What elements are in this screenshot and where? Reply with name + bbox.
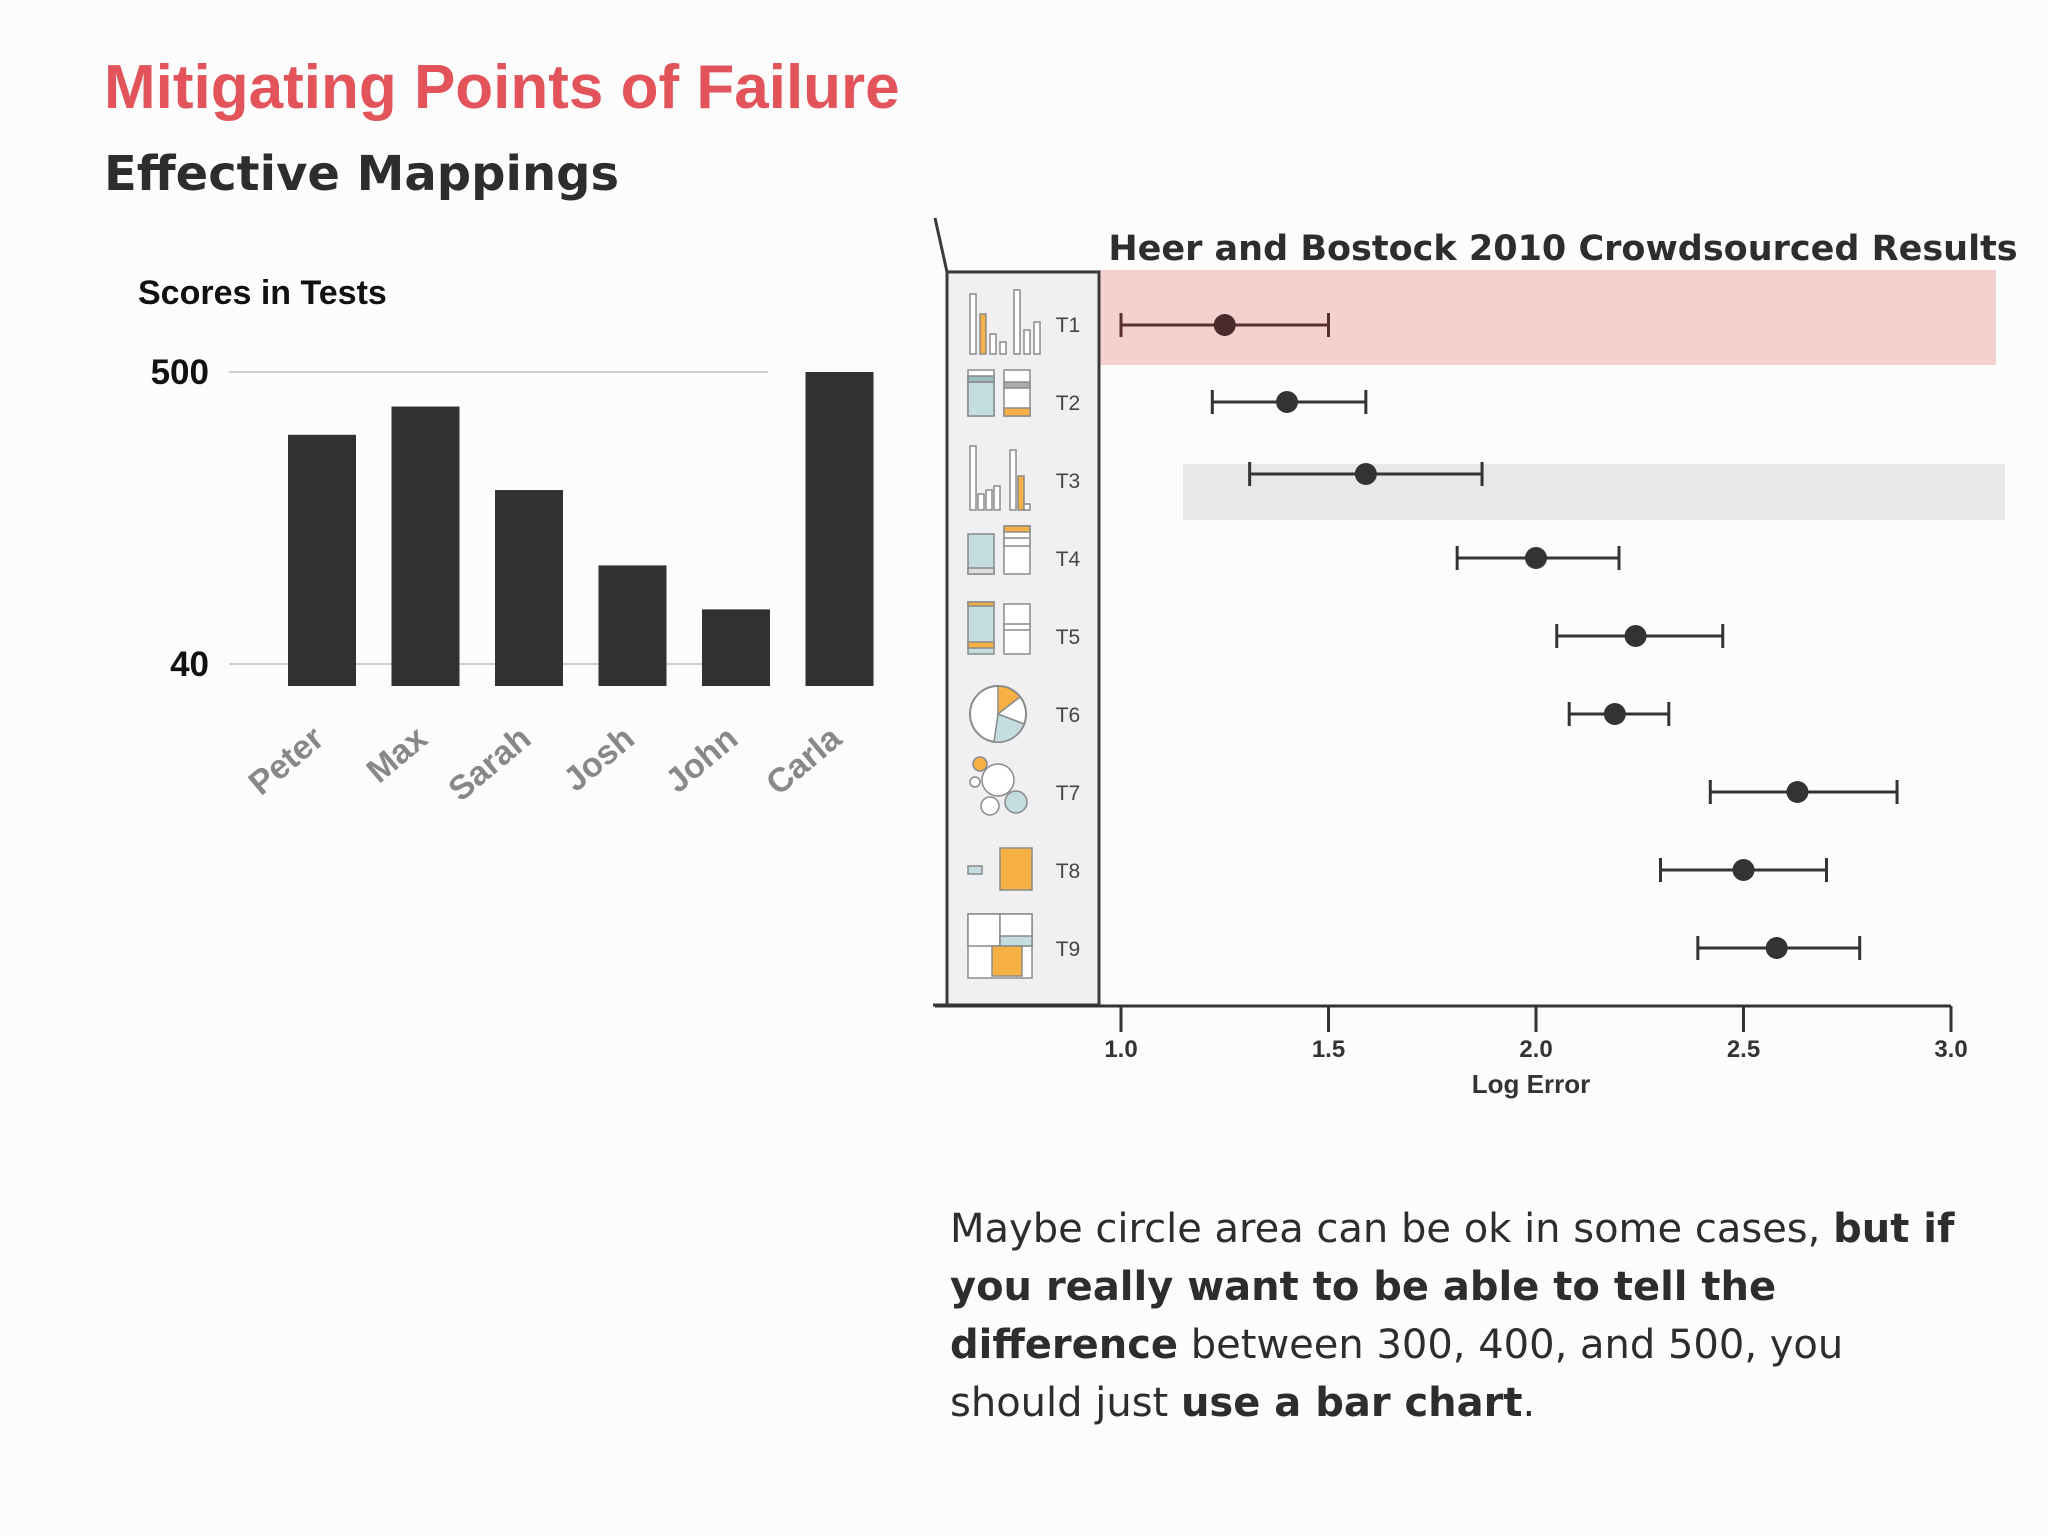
- bar-y-ticks: 500 40: [151, 353, 209, 684]
- row-label: T7: [1056, 782, 1081, 805]
- highlight-T3: [1183, 464, 2005, 520]
- caption-bold-1: but if you really want to be able to tel…: [950, 1206, 1955, 1368]
- mean-point: [1354, 463, 1377, 485]
- bar-josh: [598, 565, 667, 686]
- row-label: T9: [1056, 938, 1081, 961]
- x-axis: 1.0 1.5 2.0 2.5 3.0: [935, 1004, 1968, 1063]
- bar-john: [702, 609, 770, 686]
- chart-type-icons: [967, 289, 1041, 979]
- row-label: T6: [1056, 704, 1081, 727]
- stacked-bar-icon: [967, 369, 1031, 417]
- row-T3: T3: [1056, 462, 1484, 493]
- bubble-teal: [1004, 790, 1028, 814]
- mean-point: [1765, 937, 1788, 959]
- y-tick-label: 500: [151, 353, 209, 392]
- slide-title: Mitigating Points of Failure: [104, 53, 900, 122]
- row-label: T4: [1056, 548, 1081, 571]
- crowdsourced-results-chart: Heer and Bostock 2010 Crowdsourced Resul…: [933, 217, 2018, 1099]
- bar-chart-title: Scores in Tests: [138, 274, 387, 312]
- y-tick-label: 40: [170, 645, 209, 684]
- eb-chart-title: Heer and Bostock 2010 Crowdsourced Resul…: [1108, 229, 2017, 269]
- slide-subtitle: Effective Mappings: [104, 146, 620, 202]
- stacked-bar-icon-2: [967, 525, 1031, 575]
- row-T7: T7: [1056, 780, 1899, 805]
- x-tick-label: 3.0: [1934, 1036, 1967, 1063]
- bar-chart-icon: [969, 289, 1041, 355]
- x-axis-label: Log Error: [1472, 1069, 1590, 1099]
- caption-text: Maybe circle area can be ok in some case…: [950, 1200, 1970, 1432]
- error-bar-rows: T1 T2 T3 T4 T5 T6 T7 T8 T9: [1056, 313, 1899, 961]
- bar-max: [391, 406, 460, 686]
- row-T6: T6: [1056, 702, 1671, 727]
- highlight-T1: [947, 270, 1996, 365]
- row-T8: T8: [1056, 858, 1828, 883]
- row-T2: T2: [1056, 390, 1368, 415]
- mean-point: [1276, 391, 1298, 413]
- mean-point: [1603, 703, 1626, 725]
- bar-carla: [805, 372, 874, 686]
- row-label: T2: [1056, 392, 1081, 415]
- x-tick-label: 2.0: [1519, 1036, 1552, 1063]
- mean-point: [1732, 859, 1755, 881]
- bar-sarah: [495, 490, 563, 686]
- x-tick-label: 2.5: [1727, 1036, 1760, 1063]
- row-highlights: [947, 270, 2005, 520]
- area-square-icon: [967, 847, 1033, 891]
- x-tick-label: 1.5: [1312, 1036, 1345, 1063]
- panel-frame-line: [933, 217, 949, 1007]
- bubble-chart-icon: [969, 756, 1028, 816]
- caption-bold-2: use a bar chart: [1180, 1380, 1523, 1426]
- bubble-large: [981, 763, 1015, 797]
- row-label: T1: [1056, 314, 1081, 337]
- row-T5: T5: [1056, 624, 1725, 649]
- bar-peter: [288, 434, 356, 686]
- row-label: T5: [1056, 626, 1081, 649]
- mean-point: [1213, 314, 1236, 336]
- bubble-small: [969, 776, 981, 788]
- caption-part-2: between 300, 400, and 500, you should ju…: [950, 1322, 1844, 1426]
- pie-slice-teal: [993, 712, 1025, 743]
- x-tick-label: 1.0: [1104, 1036, 1137, 1063]
- grouped-bar-icon: [969, 445, 1031, 511]
- mean-point: [1525, 547, 1547, 569]
- bubble-mid: [980, 796, 1000, 816]
- mean-point: [1624, 625, 1647, 647]
- bar-marks: [288, 372, 874, 686]
- caption-part-3: .: [1522, 1380, 1536, 1426]
- row-label: T8: [1056, 860, 1081, 883]
- treemap-icon: [967, 913, 1033, 979]
- row-T4: T4: [1056, 546, 1621, 571]
- caption-part-1: Maybe circle area can be ok in some case…: [950, 1206, 1834, 1252]
- row-T9: T9: [1056, 936, 1862, 961]
- stacked-bar-icon-3: [967, 601, 1031, 655]
- bubble-orange: [972, 756, 988, 772]
- mean-point: [1786, 781, 1809, 803]
- pie-chart-icon: [969, 685, 1027, 743]
- row-label: T3: [1056, 470, 1081, 493]
- row-T1: T1: [1056, 313, 1330, 337]
